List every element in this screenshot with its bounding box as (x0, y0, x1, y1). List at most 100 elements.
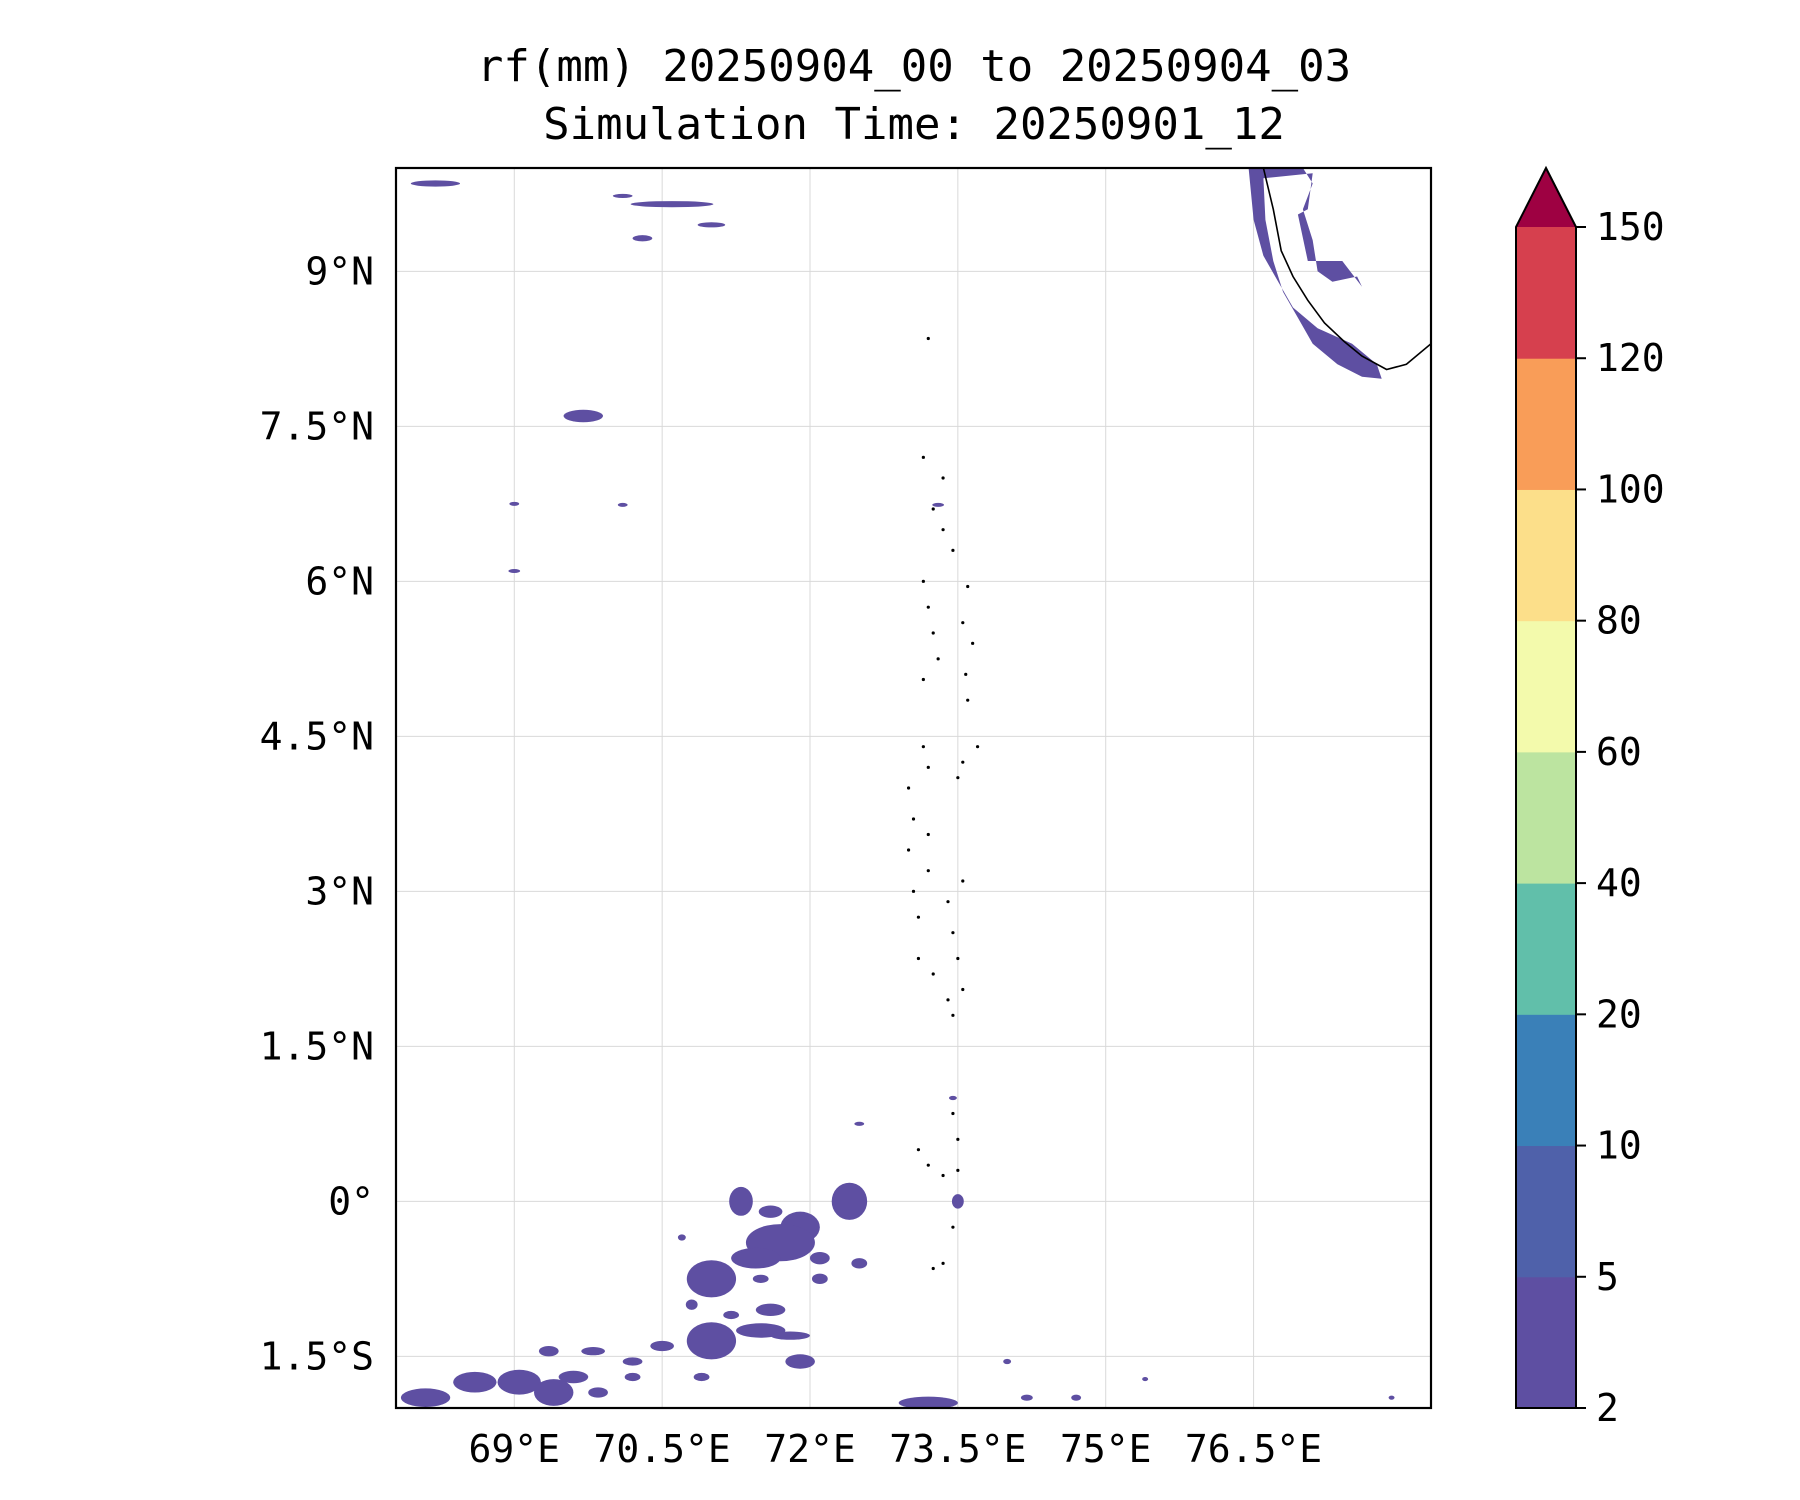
lon-tick-label: 69°E (469, 1427, 561, 1471)
maldives-atoll (941, 1261, 945, 1265)
rain-region-kerala (1248, 168, 1382, 379)
maldives-atoll (956, 1168, 960, 1172)
colorbar-band (1516, 1145, 1576, 1278)
lon-tick-label: 73.5°E (889, 1427, 1026, 1471)
maldives-atoll (956, 1137, 960, 1141)
colorbar-tick-label: 60 (1596, 730, 1642, 774)
colorbar-tick-labels: 2 5 10 20 40 60 80 100 120 150 (1576, 205, 1665, 1430)
rainfall-shading (400, 168, 1395, 1408)
maldives-atoll (961, 879, 965, 883)
colorbar-tick-label: 120 (1596, 336, 1665, 380)
maldives-atoll (921, 455, 925, 459)
colorbar (1515, 165, 1577, 1409)
lon-tick-label: 75°E (1060, 1427, 1152, 1471)
rain-patch (588, 1387, 608, 1398)
rain-patch (1142, 1377, 1149, 1382)
colorbar-outline (1515, 165, 1577, 1409)
colorbar-tick-label: 2 (1596, 1386, 1619, 1430)
maldives-atoll (961, 621, 965, 625)
lat-tick-label: 4.5°N (260, 714, 374, 758)
rain-patch (400, 1388, 451, 1407)
maldives-atoll (926, 605, 930, 609)
maldives-atoll (956, 956, 960, 961)
maldives-atoll (926, 1163, 930, 1167)
lat-tick-label: 6°N (305, 559, 374, 603)
maldives-atoll (911, 817, 916, 821)
colorbar-band (1516, 883, 1576, 1015)
map-frame (394, 166, 1433, 1410)
rain-patch (534, 1379, 574, 1406)
maldives-atoll (911, 889, 916, 893)
colorbar-tick-label: 100 (1596, 467, 1665, 511)
rain-patch (632, 235, 653, 242)
maldives-atoll (926, 765, 930, 769)
colorbar-band (1516, 1276, 1576, 1409)
rain-patch (497, 1369, 541, 1395)
rain-patch (1388, 1395, 1395, 1400)
rain-patch (785, 1354, 815, 1369)
maldives-atoll (941, 528, 945, 532)
maldives-atoll (906, 848, 911, 852)
rain-patch (731, 1247, 781, 1269)
map-plot-area (394, 166, 1433, 1410)
india-coastline (1262, 168, 1431, 371)
rain-patch (563, 409, 603, 423)
rain-patch (898, 1396, 958, 1408)
latitude-tick-labels: 9°N 7.5°N 6°N 4.5°N 3°N 1.5°N 0° 1.5°S (260, 249, 374, 1378)
rain-patch (854, 1121, 865, 1126)
rain-patch (697, 222, 726, 228)
rain-patch (617, 502, 628, 507)
maldives-atoll (961, 987, 965, 992)
lon-tick-label: 76.5°E (1185, 1427, 1322, 1471)
rain-patch (677, 1234, 686, 1241)
maldives-atoll (921, 745, 925, 749)
lat-tick-label: 1.5°N (260, 1024, 374, 1068)
maldives-atoll (931, 1266, 935, 1271)
rain-patch (508, 569, 521, 573)
lat-tick-label: 9°N (305, 249, 374, 293)
maldives-atoll (946, 900, 950, 904)
maldives-atoll (951, 931, 955, 935)
rain-patch (951, 1194, 964, 1209)
rain-patch (723, 1310, 740, 1320)
rain-patch (693, 1372, 710, 1382)
maldives-atoll (975, 745, 980, 749)
rain-patch (612, 193, 633, 198)
colorbar-extend-arrow (1516, 168, 1576, 227)
maldives-atoll (926, 869, 930, 873)
rain-patch (851, 1258, 868, 1269)
lat-tick-label: 3°N (305, 869, 374, 913)
rain-patch (729, 1186, 753, 1216)
colorbar-tick-label: 5 (1596, 1255, 1619, 1299)
rain-patch (410, 180, 461, 187)
rain-patch (770, 1331, 810, 1340)
maldives-atoll (916, 915, 921, 919)
colorbar-band (1516, 620, 1576, 753)
maldives-atoll (916, 1148, 921, 1152)
rain-patch (650, 1340, 674, 1352)
maldives-atoll (931, 631, 935, 635)
maldives-atoll (931, 972, 935, 976)
rain-patch (752, 1274, 769, 1283)
lat-tick-label: 1.5°S (260, 1334, 374, 1378)
maldives-atoll (964, 672, 968, 676)
map-background (396, 168, 1431, 1408)
maldives-atoll (906, 786, 911, 790)
maldives-atoll (951, 1225, 955, 1229)
title-line-1: rf(mm) 20250904_00 to 20250904_03 (477, 41, 1351, 92)
lat-tick-label: 0° (328, 1179, 374, 1223)
rain-patch (932, 502, 945, 507)
colorbar-band (1516, 358, 1576, 490)
rain-patch (1003, 1358, 1012, 1365)
maldives-atoll (956, 776, 960, 780)
lon-tick-label: 72°E (764, 1427, 856, 1471)
colorbar-tick-label: 20 (1596, 992, 1642, 1036)
maldives-atoll (926, 832, 930, 837)
longitude-tick-labels: 69°E 70.5°E 72°E 73.5°E 75°E 76.5°E (469, 1427, 1323, 1471)
rain-patch (509, 501, 520, 506)
rain-patch (453, 1371, 497, 1393)
colorbar-band (1516, 1014, 1576, 1147)
rain-patch (558, 1370, 589, 1384)
maldives-atoll (951, 548, 955, 552)
